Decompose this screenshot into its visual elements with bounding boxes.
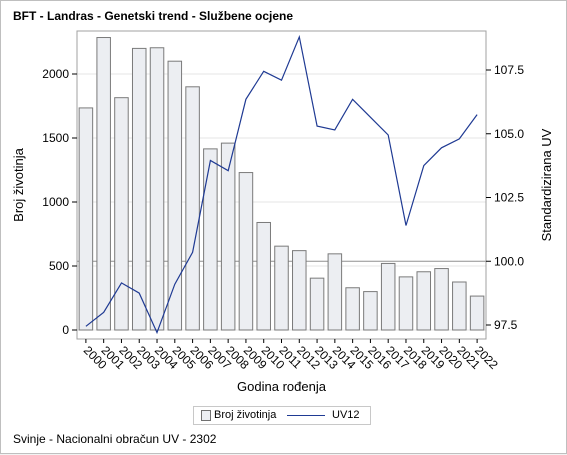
bar-2020: [435, 269, 449, 330]
x-axis-label: Godina rođenja: [237, 379, 327, 394]
legend-line-label: UV12: [332, 409, 360, 421]
y-axis-label: Broj životinja: [11, 147, 26, 221]
y2-tick-label: 100.0: [494, 254, 524, 268]
y2-tick-label: 102.5: [494, 191, 524, 205]
bar-2021: [453, 282, 467, 330]
bar-2011: [275, 246, 289, 330]
legend-bar-swatch: [201, 410, 211, 421]
bar-2004: [150, 48, 164, 330]
bar-2013: [310, 278, 324, 330]
bar-2019: [417, 272, 431, 330]
y2-tick-label: 105.0: [494, 127, 524, 141]
y-tick-label: 500: [49, 259, 69, 273]
y2-axis-label: Standardizirana UV: [539, 128, 554, 241]
chart-legend: Broj životinja UV12: [193, 406, 371, 425]
bar-2017: [381, 263, 395, 330]
bar-2000: [79, 108, 93, 330]
y-tick-label: 2000: [42, 67, 69, 81]
y2-tick-label: 97.5: [494, 318, 518, 332]
bar-2018: [399, 277, 413, 330]
legend-bar-label: Broj životinja: [214, 409, 276, 421]
bar-2012: [293, 251, 307, 330]
y-tick-label: 1500: [42, 131, 69, 145]
y2-tick-label: 107.5: [494, 63, 524, 77]
y-tick-label: 0: [62, 323, 69, 337]
bar-2015: [346, 288, 360, 330]
bar-2016: [364, 292, 378, 330]
bar-2022: [470, 296, 484, 330]
bar-2007: [204, 149, 218, 330]
bar-2005: [168, 61, 182, 330]
legend-line-swatch: [287, 415, 325, 416]
bar-2002: [115, 98, 129, 330]
bar-2014: [328, 254, 342, 330]
bar-2003: [132, 48, 146, 330]
chart-footnote: Svinje - Nacionalni obračun UV - 2302: [13, 432, 216, 446]
bar-2001: [97, 38, 111, 330]
y-tick-label: 1000: [42, 195, 69, 209]
bar-2010: [257, 222, 271, 330]
bar-2006: [186, 87, 200, 330]
bar-2009: [239, 173, 253, 330]
